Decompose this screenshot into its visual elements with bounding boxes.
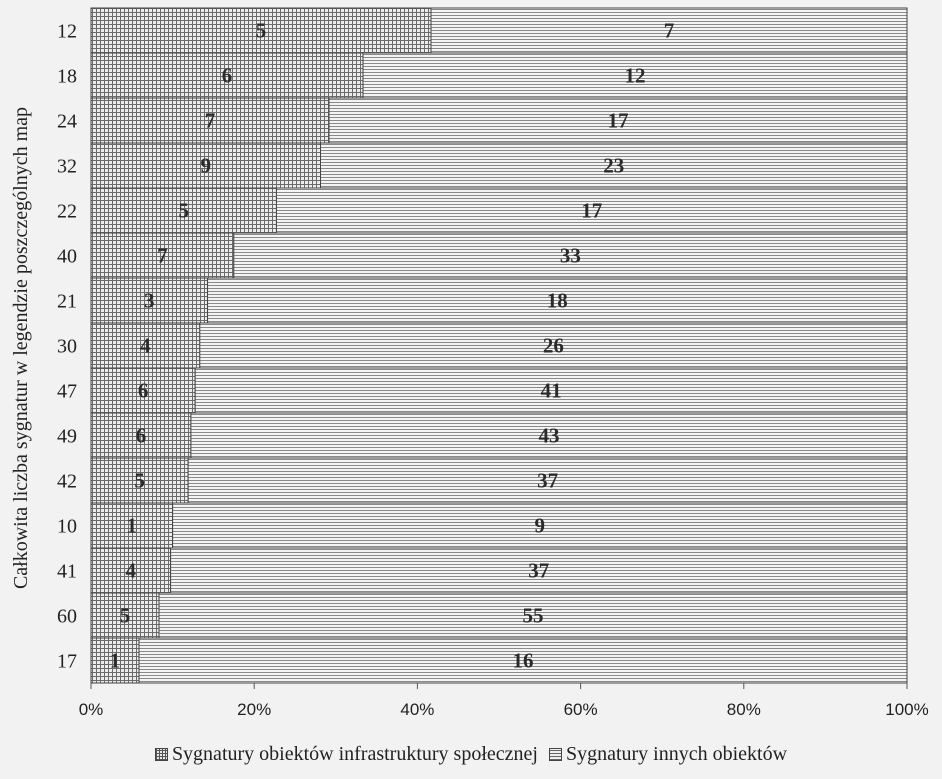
data-label-other-40: 33 xyxy=(560,244,581,268)
data-label-infrastructure-60: 5 xyxy=(120,604,131,628)
bar-infrastructure-30 xyxy=(90,322,201,369)
data-label-other-30: 26 xyxy=(543,334,564,358)
category-label: 17 xyxy=(57,651,77,673)
chart: Całkowita liczba sygnatur w legendzie po… xyxy=(10,7,929,719)
data-label-other-18: 12 xyxy=(625,64,646,88)
bar-other-12 xyxy=(430,7,908,54)
data-label-other-32: 23 xyxy=(603,154,624,178)
bar-infrastructure-17 xyxy=(90,637,140,684)
category-label: 30 xyxy=(57,336,77,358)
data-label-other-22: 17 xyxy=(581,199,602,223)
bar-other-24 xyxy=(328,97,908,144)
bar-other-32 xyxy=(320,142,908,189)
legend-label-infrastructure: Sygnatury obiektów infrastruktury społec… xyxy=(171,743,538,765)
data-label-infrastructure-30: 4 xyxy=(140,334,151,358)
legend-item-other: Sygnatury innych obiektów xyxy=(548,743,788,766)
data-label-other-12: 7 xyxy=(664,19,675,43)
data-label-other-10: 9 xyxy=(535,514,546,538)
bar-infrastructure-42 xyxy=(90,457,189,504)
legend-swatch-grid-icon xyxy=(154,748,168,761)
data-label-infrastructure-42: 5 xyxy=(134,469,145,493)
bar-infrastructure-22 xyxy=(90,187,277,234)
bar-infrastructure-21 xyxy=(90,277,209,324)
bar-other-42 xyxy=(187,457,908,504)
category-label: 12 xyxy=(57,21,77,43)
category-label: 41 xyxy=(57,561,77,583)
legend-swatch-lines-icon xyxy=(548,748,562,761)
bar-other-30 xyxy=(199,322,908,369)
category-label: 32 xyxy=(57,156,77,178)
category-label: 40 xyxy=(57,246,77,268)
data-label-other-42: 37 xyxy=(537,469,558,493)
category-label: 49 xyxy=(57,426,77,448)
data-label-other-47: 41 xyxy=(541,379,562,403)
y-axis-label: Całkowita liczba sygnatur w legendzie po… xyxy=(10,107,32,589)
bar-infrastructure-47 xyxy=(90,367,196,414)
legend: Sygnatury obiektów infrastruktury społec… xyxy=(0,743,942,766)
bar-infrastructure-60 xyxy=(90,592,160,639)
data-label-infrastructure-24: 7 xyxy=(205,109,216,133)
x-tick-label: 80% xyxy=(727,700,761,719)
x-axis: 0% 20% 40% 60% 80% 100% xyxy=(79,683,929,719)
category-label: 60 xyxy=(57,606,77,628)
data-label-infrastructure-18: 6 xyxy=(222,64,233,88)
data-label-other-17: 16 xyxy=(513,649,534,673)
category-label: 18 xyxy=(57,66,77,88)
bar-other-49 xyxy=(190,412,908,459)
data-label-infrastructure-17: 1 xyxy=(110,649,121,673)
x-tick-label: 40% xyxy=(400,700,434,719)
category-label: 42 xyxy=(57,471,77,493)
bar-infrastructure-32 xyxy=(90,142,321,189)
data-label-other-60: 55 xyxy=(523,604,544,628)
category-labels: 12 18 24 32 22 40 21 30 47 49 42 10 41 60 17 xyxy=(57,21,77,673)
bar-other-41 xyxy=(170,547,908,594)
bar-other-17 xyxy=(138,637,908,684)
bar-infrastructure-40 xyxy=(90,232,235,279)
bar-other-18 xyxy=(362,52,908,99)
x-tick-label: 100% xyxy=(885,700,928,719)
category-label: 24 xyxy=(57,111,77,133)
data-label-other-21: 18 xyxy=(547,289,568,313)
data-label-infrastructure-40: 7 xyxy=(157,244,168,268)
data-label-infrastructure-47: 6 xyxy=(138,379,149,403)
data-label-infrastructure-22: 5 xyxy=(178,199,189,223)
category-label: 22 xyxy=(57,201,77,223)
data-label-infrastructure-49: 6 xyxy=(136,424,147,448)
bar-other-22 xyxy=(275,187,908,234)
category-label: 21 xyxy=(57,291,77,313)
data-label-other-41: 37 xyxy=(528,559,549,583)
category-label: 47 xyxy=(57,381,77,403)
category-label: 10 xyxy=(57,516,77,538)
legend-label-other: Sygnatury innych obiektów xyxy=(565,743,788,765)
data-label-infrastructure-32: 9 xyxy=(201,154,212,178)
data-label-infrastructure-41: 4 xyxy=(126,559,137,583)
x-tick-label: 60% xyxy=(564,700,598,719)
bar-other-21 xyxy=(207,277,908,324)
x-tick-label: 0% xyxy=(79,700,104,719)
bar-other-47 xyxy=(194,367,908,414)
bar-other-10 xyxy=(172,502,908,549)
data-label-other-24: 17 xyxy=(608,109,629,133)
legend-item-infrastructure: Sygnatury obiektów infrastruktury społec… xyxy=(154,743,538,766)
data-label-other-49: 43 xyxy=(538,424,559,448)
bar-other-40 xyxy=(233,232,908,279)
data-label-infrastructure-12: 5 xyxy=(256,19,267,43)
bar-infrastructure-10 xyxy=(90,502,174,549)
bars-group: 5 76 127 179 235 177 333 184 266 416 435 371 94 375 55… xyxy=(90,7,908,684)
data-label-infrastructure-10: 1 xyxy=(127,514,138,538)
x-tick-label: 20% xyxy=(237,700,271,719)
data-label-infrastructure-21: 3 xyxy=(144,289,155,313)
